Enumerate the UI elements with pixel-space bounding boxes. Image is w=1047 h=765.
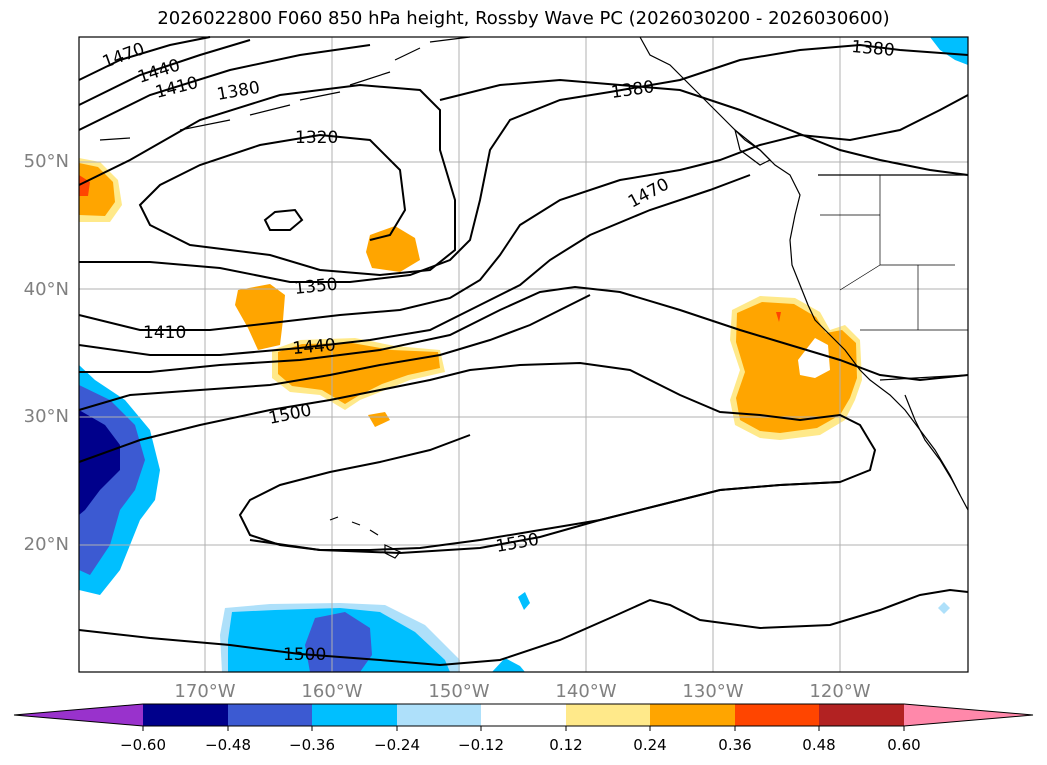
contour-1470-north	[78, 36, 211, 81]
colorbar-segment	[481, 704, 566, 726]
colorbar-tick-label: −0.48	[205, 736, 251, 754]
lat-label-50n: 50°N	[23, 151, 69, 172]
contour-label: 1380	[851, 37, 896, 61]
positive-anomaly-region	[776, 312, 781, 322]
colorbar-extend-high	[904, 704, 1033, 726]
colorbar-segment	[312, 704, 397, 726]
contour-1410-north	[78, 44, 371, 131]
anomaly-fills	[79, 37, 968, 672]
contour-1500-south	[78, 588, 969, 667]
state-borders	[820, 175, 968, 331]
lat-label-40n: 40°N	[23, 279, 69, 300]
contour-label: 1470	[625, 174, 673, 212]
contour-label: 1500	[267, 400, 313, 429]
colorbar-tick-label: −0.24	[374, 736, 420, 754]
baja-coast	[904, 394, 961, 496]
negative-anomaly-region	[79, 410, 120, 515]
negative-anomaly-region	[518, 592, 530, 610]
colorbar-tick-label: −0.12	[458, 736, 504, 754]
lon-label-130w: 130°W	[682, 681, 744, 702]
colorbar-tick-label: 0.60	[887, 736, 921, 754]
coastlines	[99, 36, 969, 559]
negative-anomaly-region	[492, 658, 525, 672]
contour-1410-mid	[78, 94, 969, 331]
negative-anomaly-region	[938, 602, 950, 614]
colorbar-segment	[143, 704, 228, 726]
contour-1380-north	[78, 78, 969, 277]
colorbar-tick-label: −0.36	[289, 736, 335, 754]
positive-anomaly-region	[368, 412, 390, 427]
contour-1350	[79, 43, 969, 283]
contour-label: 1500	[283, 645, 326, 665]
contour-label: 1530	[494, 530, 540, 557]
colorbar-segment	[228, 704, 312, 726]
contour-label: 1440	[292, 335, 337, 359]
map-title: 2026022800 F060 850 hPa height, Rossby W…	[157, 8, 890, 29]
contour-1440-mid	[78, 174, 751, 356]
colorbar-tick-label: 0.48	[802, 736, 836, 754]
lon-label-150w: 150°W	[428, 681, 490, 702]
contour-label: 1320	[295, 128, 338, 148]
colorbar-segment	[735, 704, 819, 726]
positive-anomaly-region	[235, 284, 285, 350]
lon-label-170w: 170°W	[174, 681, 236, 702]
contour-label: 1410	[143, 323, 186, 343]
alaska-coast	[639, 36, 969, 511]
lon-label-120w: 120°W	[809, 681, 871, 702]
contour-1530	[249, 481, 841, 555]
contour-label: 1350	[293, 275, 338, 299]
lon-label-160w: 160°W	[301, 681, 363, 702]
contour-1320	[263, 208, 304, 231]
colorbar-tick-label: −0.60	[120, 736, 166, 754]
hawaii-islands	[329, 516, 401, 559]
colorbar-segment	[566, 704, 650, 726]
contour-label: 1380	[610, 77, 656, 103]
contour-label: 1380	[215, 78, 261, 105]
contour-1470-mid	[79, 285, 969, 382]
aleutian-islands	[99, 36, 471, 141]
positive-anomaly-region	[736, 302, 857, 433]
height-contours	[78, 36, 969, 667]
colorbar-segment	[650, 704, 735, 726]
colorbar	[13, 703, 1034, 731]
colorbar-segment	[397, 704, 481, 726]
colorbar-tick-label: 0.24	[633, 736, 667, 754]
colorbar-tick-label: 0.36	[718, 736, 752, 754]
negative-anomaly-region	[305, 612, 372, 672]
negative-anomaly-region	[930, 37, 968, 65]
positive-anomaly-region	[79, 163, 115, 216]
contour-1440-north	[78, 39, 251, 106]
colorbar-segment	[819, 704, 904, 726]
lat-label-30n: 30°N	[23, 406, 69, 427]
lon-label-140w: 140°W	[555, 681, 617, 702]
positive-anomaly-region	[366, 226, 420, 272]
contour-1500	[78, 294, 877, 551]
colorbar-tick-label: 0.12	[549, 736, 583, 754]
map-frame	[78, 36, 969, 673]
anomaly-hole	[798, 338, 830, 378]
lat-label-20n: 20°N	[23, 534, 69, 555]
colorbar-extend-low	[14, 704, 143, 726]
